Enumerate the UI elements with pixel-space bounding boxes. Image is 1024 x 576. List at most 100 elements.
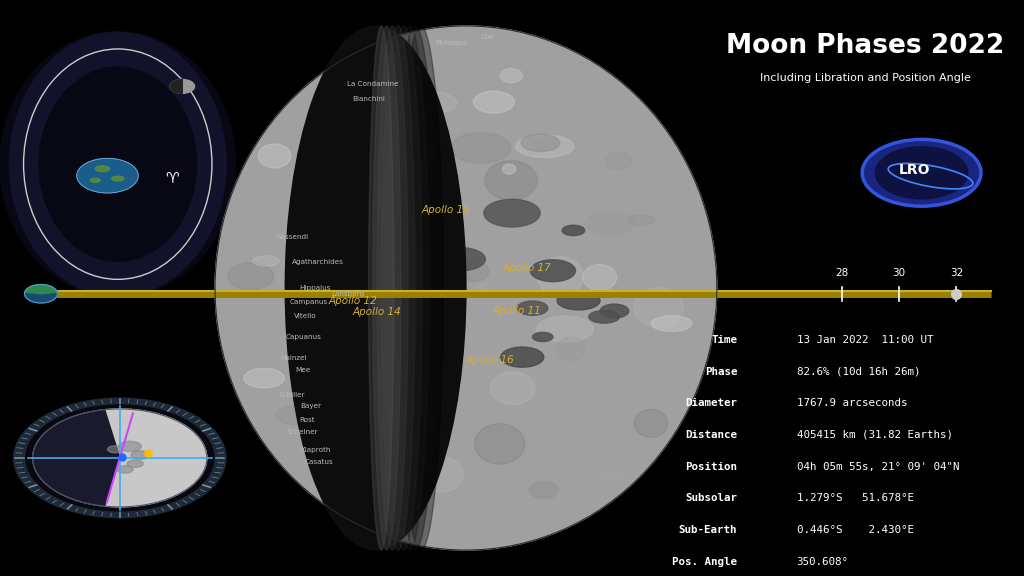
Ellipse shape [276, 406, 319, 425]
Ellipse shape [360, 437, 391, 455]
Ellipse shape [566, 290, 584, 300]
Ellipse shape [112, 176, 124, 181]
Text: Agatharchides: Agatharchides [292, 259, 343, 265]
Text: Mee: Mee [296, 367, 310, 373]
Ellipse shape [600, 304, 629, 318]
Text: 13 Jan 2022  11:00 UT: 13 Jan 2022 11:00 UT [797, 335, 933, 345]
Ellipse shape [634, 287, 683, 328]
Text: Che: Che [480, 35, 495, 40]
Ellipse shape [538, 257, 584, 296]
Ellipse shape [215, 26, 717, 550]
Text: Apollo 16: Apollo 16 [465, 355, 514, 365]
Text: ♈: ♈ [165, 171, 179, 186]
Ellipse shape [529, 482, 558, 499]
Ellipse shape [651, 316, 692, 331]
Text: Phase: Phase [705, 366, 737, 377]
Ellipse shape [318, 283, 347, 301]
Ellipse shape [0, 32, 236, 297]
Circle shape [77, 158, 138, 193]
Circle shape [170, 79, 195, 93]
Ellipse shape [403, 92, 457, 114]
Ellipse shape [369, 26, 394, 550]
Text: Apollo 17: Apollo 17 [503, 263, 552, 273]
Ellipse shape [473, 91, 514, 113]
Ellipse shape [423, 345, 467, 370]
Ellipse shape [117, 465, 133, 473]
Text: Lansberg: Lansberg [332, 291, 365, 297]
Text: Pos. Angle: Pos. Angle [673, 556, 737, 567]
Ellipse shape [344, 237, 358, 249]
Circle shape [26, 405, 214, 511]
Ellipse shape [377, 26, 408, 550]
Ellipse shape [586, 212, 635, 235]
Ellipse shape [599, 467, 629, 480]
Ellipse shape [419, 457, 464, 492]
Ellipse shape [476, 284, 490, 291]
Text: Hippalus: Hippalus [300, 285, 331, 291]
Ellipse shape [398, 26, 443, 550]
Ellipse shape [474, 424, 525, 464]
Ellipse shape [90, 179, 100, 183]
Wedge shape [170, 79, 182, 93]
Text: Apollo 15: Apollo 15 [421, 205, 470, 215]
Ellipse shape [341, 146, 358, 160]
Ellipse shape [483, 199, 541, 227]
Text: Sub-Earth: Sub-Earth [679, 525, 737, 535]
Text: Apollo 11: Apollo 11 [493, 306, 542, 316]
Ellipse shape [436, 248, 485, 271]
Ellipse shape [410, 309, 453, 336]
Text: Apollo 14: Apollo 14 [352, 307, 401, 317]
Ellipse shape [108, 446, 122, 453]
Text: 28: 28 [836, 268, 848, 278]
Ellipse shape [306, 297, 353, 335]
Text: Rost: Rost [299, 418, 315, 423]
Circle shape [862, 139, 981, 206]
Text: 82.6% (10d 16h 26m): 82.6% (10d 16h 26m) [797, 366, 921, 377]
Text: 1.279°S   51.678°E: 1.279°S 51.678°E [797, 493, 913, 503]
Circle shape [25, 285, 57, 303]
Ellipse shape [501, 69, 522, 83]
Ellipse shape [445, 123, 462, 131]
Ellipse shape [532, 332, 553, 342]
Text: Distance: Distance [685, 430, 737, 440]
Text: Time: Time [712, 335, 737, 345]
Ellipse shape [336, 271, 393, 304]
Circle shape [876, 147, 968, 199]
Ellipse shape [517, 301, 548, 315]
Ellipse shape [451, 132, 511, 163]
Ellipse shape [628, 215, 655, 225]
Text: Moon Phases 2022: Moon Phases 2022 [726, 33, 1005, 59]
Text: Schiller: Schiller [279, 392, 305, 398]
Text: 405415 km (31.82 Earths): 405415 km (31.82 Earths) [797, 430, 952, 440]
Ellipse shape [340, 281, 390, 318]
Text: Bianchini: Bianchini [352, 96, 385, 102]
Ellipse shape [394, 26, 436, 550]
Ellipse shape [215, 26, 717, 550]
Circle shape [13, 398, 226, 518]
Ellipse shape [253, 256, 280, 266]
Text: Including Libration and Position Angle: Including Libration and Position Angle [760, 73, 971, 83]
Text: Klaproth: Klaproth [300, 448, 331, 453]
Ellipse shape [516, 135, 574, 157]
Ellipse shape [523, 480, 552, 502]
Text: Vitello: Vitello [294, 313, 316, 319]
Ellipse shape [537, 316, 593, 342]
Text: 1767.9 arcseconds: 1767.9 arcseconds [797, 398, 907, 408]
Ellipse shape [485, 161, 538, 200]
Ellipse shape [119, 441, 141, 452]
Text: La Condamine: La Condamine [347, 81, 398, 86]
Ellipse shape [462, 262, 488, 281]
Text: Position: Position [685, 461, 737, 472]
Ellipse shape [361, 141, 374, 145]
Ellipse shape [244, 368, 285, 388]
Ellipse shape [286, 26, 466, 550]
Ellipse shape [562, 225, 585, 236]
Ellipse shape [503, 164, 516, 174]
Ellipse shape [557, 291, 600, 310]
Text: Campanus: Campanus [290, 299, 329, 305]
Ellipse shape [423, 301, 436, 309]
Ellipse shape [501, 347, 544, 367]
Ellipse shape [557, 337, 586, 361]
Wedge shape [25, 285, 57, 294]
Ellipse shape [373, 26, 401, 550]
